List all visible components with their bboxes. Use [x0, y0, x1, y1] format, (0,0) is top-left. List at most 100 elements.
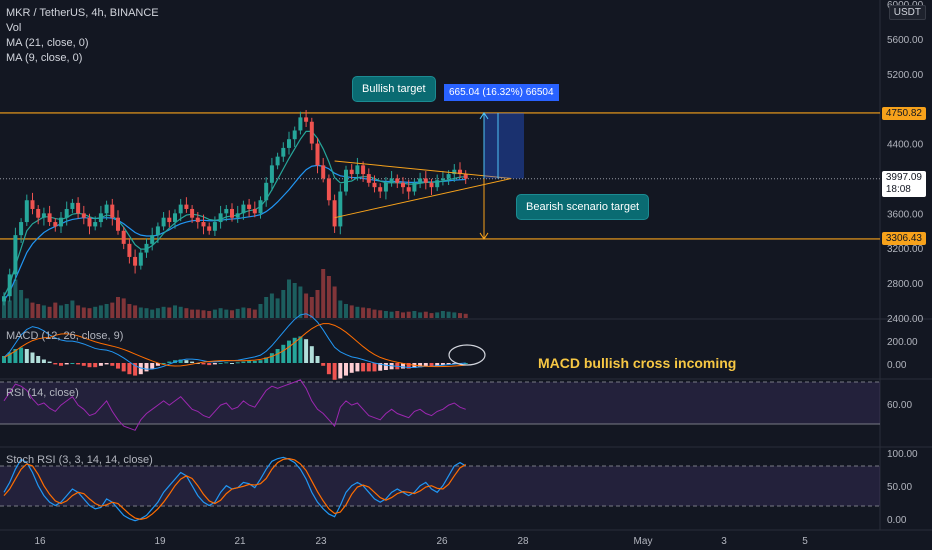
volume-bar [13, 279, 18, 318]
candle-body [401, 182, 405, 188]
candle-body [395, 178, 400, 183]
macd-histogram-bar [93, 363, 98, 368]
volume-bar [269, 293, 274, 318]
time-axis-tick: May [634, 536, 653, 547]
price-axis-tick: 4400.00 [887, 140, 924, 151]
volume-bar [36, 304, 41, 318]
macd-cross-annotation[interactable]: MACD bullish cross incoming [538, 355, 737, 371]
macd-histogram-bar [76, 363, 81, 365]
upper-level-price-tag: 4750.82 [881, 107, 926, 120]
macd-histogram-bar [446, 363, 451, 365]
macd-histogram-bar [24, 349, 29, 363]
candle-body [53, 222, 58, 227]
candle-body [258, 200, 263, 214]
price-axis-tick: 2800.00 [887, 279, 924, 290]
legend-volume[interactable]: Vol [6, 22, 22, 34]
macd-signal-line [3, 323, 466, 368]
candle-body [412, 182, 417, 192]
candle-body [64, 208, 69, 218]
candle-body [315, 143, 320, 166]
macd-histogram-bar [349, 363, 354, 373]
candle-body [190, 208, 195, 218]
volume-bar [144, 308, 149, 318]
candle-body [446, 174, 451, 179]
volume-bar [150, 309, 155, 318]
volume-bar [423, 311, 428, 318]
macd-axis-tick: 0.00 [887, 360, 907, 371]
candle-body [458, 169, 462, 175]
candle-body [167, 217, 172, 223]
candle-body [195, 217, 200, 223]
candle-body [161, 217, 166, 227]
volume-bar [2, 297, 6, 318]
volume-bar [167, 307, 172, 318]
volume-bar [389, 311, 394, 318]
currency-button[interactable]: USDT [888, 5, 926, 20]
volume-bar [41, 305, 46, 318]
macd-histogram-bar [190, 361, 195, 363]
volume-bar [59, 305, 63, 318]
volume-bar [372, 309, 377, 318]
bullish-projection-box [484, 112, 524, 179]
price-axis-tick: 5600.00 [887, 35, 924, 46]
macd-histogram-bar [435, 363, 440, 366]
stoch-rsi-pane-label[interactable]: Stoch RSI (3, 3, 14, 14, close) [6, 454, 153, 466]
macd-histogram-bar [178, 359, 183, 363]
rsi-line [3, 379, 466, 431]
time-axis-tick: 23 [315, 536, 327, 547]
bullish-arrow-head [479, 112, 489, 120]
candle-body [133, 256, 138, 266]
macd-histogram-bar [401, 363, 405, 369]
macd-histogram-bar [383, 363, 388, 370]
candle-body [366, 174, 371, 183]
candle-body [110, 204, 115, 218]
bullish-target-callout[interactable]: Bullish target [352, 76, 436, 102]
volume-bar [178, 306, 183, 318]
volume-bar [361, 307, 366, 318]
candle-body [241, 204, 246, 214]
volume-bar [321, 269, 326, 318]
candle-body [332, 200, 337, 227]
volume-bar [326, 276, 331, 318]
volume-bar [161, 306, 166, 318]
time-axis-tick: 3 [721, 536, 727, 547]
chart-legend: MKR / TetherUS, 4h, BINANCE Vol MA (21, … [6, 6, 159, 66]
macd-histogram-bar [326, 363, 331, 375]
triangle-pattern [334, 160, 512, 219]
macd-histogram-bar [287, 340, 291, 363]
candle-body [47, 213, 52, 223]
volume-bar [355, 306, 360, 318]
volume-bar [446, 311, 451, 318]
volume-bar [241, 307, 246, 318]
candle-body [264, 182, 269, 201]
price-range-measure-label[interactable]: 665.04 (16.32%) 66504 [444, 84, 559, 101]
candle-body [7, 274, 12, 297]
candle-body [104, 204, 109, 214]
volume-bar [116, 297, 120, 318]
candle-body [435, 180, 440, 188]
rsi-pane-label[interactable]: RSI (14, close) [6, 387, 79, 399]
legend-ma21[interactable]: MA (21, close, 0) [6, 37, 89, 49]
candle-body [304, 117, 309, 122]
candle-body [321, 165, 326, 179]
macd-pane-label[interactable]: MACD (12, 26, close, 9) [6, 330, 124, 342]
candle-body [338, 191, 343, 227]
macd-histogram-bar [87, 363, 92, 368]
symbol-title[interactable]: MKR / TetherUS, 4h, BINANCE [6, 7, 159, 19]
stoch-d-line [3, 458, 467, 520]
volume-bar [47, 306, 52, 318]
macd-histogram-bar [155, 363, 160, 366]
volume-bar [173, 305, 177, 318]
macd-histogram-bar [19, 347, 24, 363]
bearish-target-callout[interactable]: Bearish scenario target [516, 194, 650, 220]
candle-body [230, 208, 234, 218]
stoch-axis-tick: 50.00 [887, 482, 912, 493]
candle-body [138, 252, 143, 266]
legend-ma9[interactable]: MA (9, close, 0) [6, 52, 83, 64]
candle-body [361, 165, 366, 175]
macd-histogram-bar [452, 363, 457, 364]
candle-body [144, 243, 149, 253]
candle-body [2, 296, 6, 302]
